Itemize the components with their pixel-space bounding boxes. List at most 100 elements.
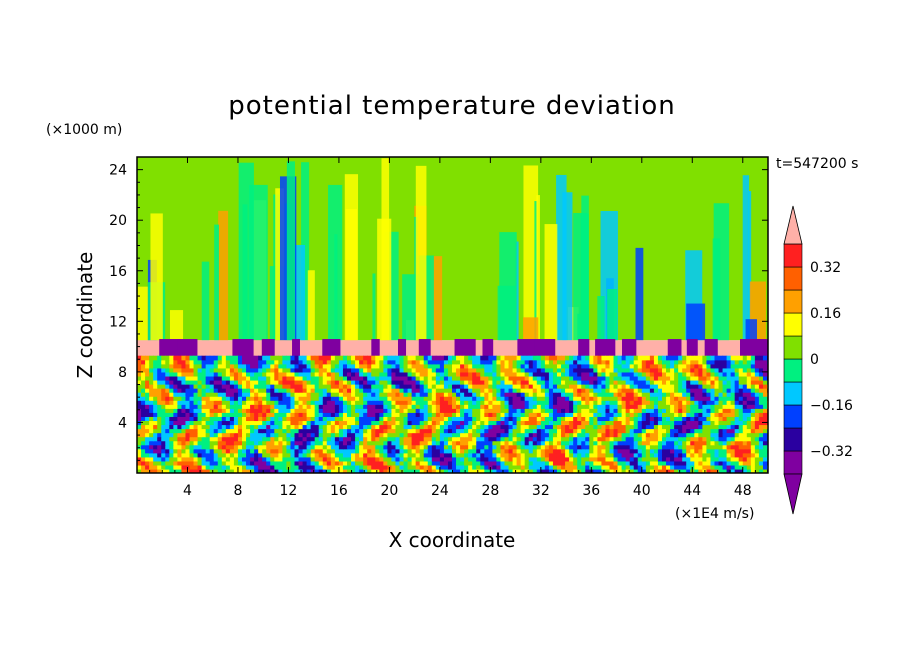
turbulence-cell	[657, 375, 663, 381]
turbulence-cell	[274, 420, 279, 426]
turbulence-cell	[254, 355, 259, 361]
turbulence-cell	[492, 379, 498, 385]
turbulence-cell	[314, 371, 320, 377]
turbulence-cell	[326, 412, 332, 417]
turbulence-cell	[282, 464, 288, 470]
x-tick-label: 40	[633, 483, 651, 499]
turbulence-cell	[379, 440, 384, 446]
turbulence-cell	[209, 384, 215, 389]
colorbar-segment	[783, 404, 803, 429]
turbulence-cell	[395, 452, 401, 458]
turbulence-cell	[625, 388, 631, 393]
turbulence-cell	[233, 436, 239, 442]
turbulence-cell	[496, 436, 502, 442]
colorbar-label: 0.16	[810, 306, 841, 322]
turbulence-cell	[310, 468, 316, 473]
turbulence-cell	[758, 428, 764, 434]
upper-streak	[607, 289, 618, 341]
turbulence-cell	[593, 396, 598, 401]
turbulence-cell	[266, 460, 271, 466]
turbulence-cell	[346, 424, 352, 430]
turbulence-cell	[694, 456, 699, 462]
turbulence-cell	[351, 460, 356, 466]
turbulence-cell	[177, 432, 183, 438]
turbulence-cell	[508, 363, 514, 369]
turbulence-cell	[738, 468, 744, 473]
turbulence-cell	[569, 400, 574, 405]
turbulence-cell	[605, 456, 611, 462]
turbulence-cell	[439, 363, 445, 369]
turbulence-cell	[464, 432, 469, 438]
turbulence-cell	[585, 412, 590, 417]
turbulence-cell	[447, 424, 453, 430]
turbulence-cell	[504, 416, 510, 422]
turbulence-cell	[460, 464, 465, 470]
turbulence-cell	[690, 460, 695, 466]
turbulence-cell	[355, 460, 360, 466]
turbulence-cell	[460, 396, 465, 401]
turbulence-cell	[314, 388, 320, 393]
turbulence-cell	[209, 388, 215, 393]
turbulence-cell	[585, 460, 590, 466]
turbulence-cell	[609, 432, 615, 438]
turbulence-cell	[137, 460, 142, 466]
turbulence-cell	[613, 452, 619, 458]
turbulence-cell	[762, 379, 768, 385]
turbulence-cell	[556, 379, 562, 385]
turbulence-cell	[734, 424, 740, 430]
turbulence-cell	[351, 424, 356, 430]
turbulence-cell	[750, 452, 756, 458]
turbulence-cell	[762, 375, 768, 381]
x-unit-label: (×1E4 m/s)	[675, 506, 754, 522]
turbulence-cell	[201, 388, 207, 393]
turbulence-cell	[629, 359, 635, 365]
turbulence-cell	[633, 384, 639, 389]
turbulence-cell	[633, 379, 639, 385]
turbulence-cell	[738, 359, 744, 365]
turbulence-cell	[718, 384, 724, 389]
turbulence-cell	[371, 452, 376, 458]
turbulence-cell	[149, 416, 154, 422]
turbulence-cell	[633, 404, 639, 409]
turbulence-cell	[742, 440, 748, 446]
turbulence-cell	[536, 428, 542, 434]
turbulence-cell	[621, 363, 627, 369]
turbulence-cell	[451, 468, 457, 473]
turbulence-cell	[383, 460, 388, 466]
turbulence-cell	[262, 456, 267, 462]
turbulence-cell	[173, 388, 178, 393]
turbulence-cell	[710, 355, 716, 361]
colorbar-segment	[783, 335, 803, 360]
turbulence-cell	[351, 448, 356, 454]
turbulence-cell	[508, 396, 514, 401]
turbulence-cell	[330, 384, 336, 389]
turbulence-cell	[173, 436, 178, 442]
turbulence-cell	[411, 355, 417, 361]
turbulence-cell	[694, 404, 699, 409]
turbulence-cell	[569, 396, 574, 401]
turbulence-cell	[407, 428, 413, 434]
turbulence-cell	[290, 456, 296, 462]
turbulence-cell	[342, 452, 348, 458]
turbulence-cell	[520, 363, 526, 369]
turbulence-cell	[617, 375, 623, 381]
turbulence-cell	[342, 363, 348, 369]
turbulence-cell	[395, 448, 401, 454]
turbulence-cell	[157, 448, 162, 454]
turbulence-cell	[383, 404, 388, 409]
turbulence-cell	[722, 416, 728, 422]
turbulence-cell	[363, 436, 368, 442]
turbulence-cell	[738, 363, 744, 369]
turbulence-cell	[605, 460, 611, 466]
turbulence-cell	[451, 388, 457, 393]
turbulence-cell	[246, 371, 251, 377]
turbulence-cell	[476, 444, 481, 450]
turbulence-cell	[472, 363, 477, 369]
turbulence-cell	[443, 452, 449, 458]
turbulence-cell	[641, 396, 647, 401]
turbulence-cell	[205, 420, 211, 426]
turbulence-cell	[460, 468, 465, 473]
turbulence-cell	[229, 359, 235, 365]
turbulence-cell	[714, 359, 720, 365]
turbulence-cell	[670, 404, 675, 409]
